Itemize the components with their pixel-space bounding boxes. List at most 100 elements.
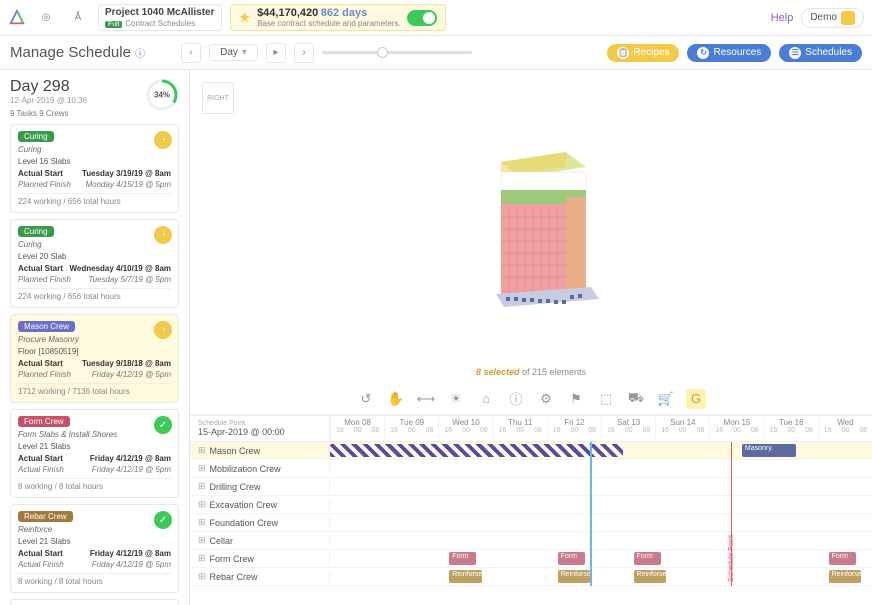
timeline-row[interactable]: ⊞ Form Crew FormFormFormForm [190,550,872,568]
timeline-row[interactable]: ⊞ Mobilization Crew [190,460,872,478]
gantt-bar[interactable]: Reinforse [634,570,667,583]
project-selector[interactable]: Project 1040 McAllister FullContract Sch… [98,4,222,31]
day-datetime: 12-Apr-2019 @ 10:36 [10,96,87,105]
timeline-row[interactable]: ⊞ Cellar [190,532,872,550]
task-card[interactable]: Metal Framing Crew ◔ Metal Framing Level… [10,599,179,605]
gantt-bar[interactable]: Form [449,552,476,565]
day-header: Day 298 12-Apr-2019 @ 10:36 9 Tasks 9 Cr… [10,78,179,118]
timeline-row-label: ⊞ Excavation Crew [190,499,330,510]
gantt-bar[interactable] [330,444,623,457]
task-tag: Mason Crew [18,321,75,332]
building-model[interactable] [461,107,601,347]
timeline-day-header: Fri 12160008 [547,416,601,441]
timeline-row[interactable]: ⊞ Foundation Crew [190,514,872,532]
task-tag: Curing [18,131,54,142]
timeline-day-header: Wed160008 [818,416,872,441]
task-desc: Curing [18,145,171,154]
gear-icon[interactable]: ⚙ [536,389,556,409]
current-marker [590,442,592,586]
expand-icon[interactable]: ⊞ [198,463,206,474]
timeline-row[interactable]: ⊞ Rebar Crew Reinforse Reinforse Reinforse… [190,568,872,586]
task-tag: Rebar Crew [18,511,73,522]
task-card[interactable]: Mason Crew ◔ Procure Masonry Floor [1085… [10,314,179,403]
contract-toggle[interactable] [407,10,437,26]
contract-amount: $44,170,420 [257,7,318,19]
toolbar: Manage Schedule ⓘ ‹ Day▾ ▸ › 📋Recipes ↻R… [0,36,872,70]
expand-icon[interactable]: ⊞ [198,535,206,546]
timeline-day-header: Sun 14160008 [655,416,709,441]
task-hours: 224 working / 656 total hours [18,193,171,206]
prev-button[interactable]: ‹ [181,43,201,63]
recipes-pill[interactable]: 📋Recipes [607,44,679,62]
check-icon: ✓ [154,511,172,529]
star-icon: ★ [239,9,252,26]
expand-icon[interactable]: ⊞ [198,499,206,510]
gantt-bar[interactable]: Reinforse [558,570,591,583]
task-card[interactable]: Curing ◔ Curing Level 20 Slab Actual Sta… [10,219,179,308]
info-icon[interactable]: ⓘ [506,389,526,409]
task-tag: Form Crew [18,416,70,427]
timeline-day-header: Tue 16160008 [764,416,818,441]
day-stats: 9 Tasks 9 Crews [10,109,87,118]
task-desc2: Level 20 Slab [18,252,171,261]
check-icon: ✓ [154,416,172,434]
expand-icon[interactable]: ⊞ [198,553,206,564]
expand-icon[interactable]: ⊞ [198,481,206,492]
timeline-slider[interactable] [322,51,472,54]
schedule-point-marker [731,442,732,586]
sun-icon[interactable]: ☀ [446,389,466,409]
info-icon: ⓘ [135,49,145,60]
expand-icon[interactable]: ⊞ [198,571,206,582]
user-menu[interactable]: Demo [801,8,864,28]
timeline-row-label: ⊞ Foundation Crew [190,517,330,528]
contract-days: 862 days [321,7,367,19]
timeline-row[interactable]: ⊞ Drilling Crew [190,478,872,496]
period-select[interactable]: Day▾ [209,44,258,61]
compass-icon[interactable]: Å [66,6,90,30]
task-card[interactable]: Form Crew ✓ Form Slabs & Install Shores … [10,409,179,498]
gantt-bar[interactable]: Reinforse [449,570,482,583]
task-desc2: Level 21 Slabs [18,442,171,451]
timeline-day-header: Tue 09160008 [384,416,438,441]
resources-pill[interactable]: ↻Resources [687,44,771,62]
task-desc2: Level 16 Slabs [18,157,171,166]
timeline-row-label: ⊞ Cellar [190,535,330,546]
project-sub: Contract Schedules [125,19,195,28]
task-desc: Procure Masonry [18,335,171,344]
timeline-row[interactable]: ⊞ Mason Crew Masonry. [190,442,872,460]
help-link[interactable]: Help [771,12,794,24]
play-button[interactable]: ▸ [266,43,286,63]
timeline-row-label: ⊞ Drilling Crew [190,481,330,492]
tree-icon[interactable]: ⌂ [476,389,496,409]
expand-icon[interactable]: ⊞ [198,445,206,456]
avatar [841,11,855,25]
pan-icon[interactable]: ✋ [386,389,406,409]
orbit-icon[interactable]: ↺ [356,389,376,409]
timeline-day-header: Thu 11160008 [493,416,547,441]
flag-icon[interactable]: ⚑ [566,389,586,409]
timeline-row-label: ⊞ Rebar Crew [190,571,330,582]
task-card[interactable]: Rebar Crew ✓ Reinforce Level 21 Slabs Ac… [10,504,179,593]
cart-icon[interactable]: 🛒 [656,389,676,409]
3d-viewer[interactable]: RIGHT [190,70,872,383]
task-card[interactable]: Curing ◔ Curing Level 16 Slabs Actual St… [10,124,179,213]
expand-icon[interactable]: ⊞ [198,517,206,528]
gantt-bar[interactable]: Form [558,552,585,565]
truck-icon[interactable]: ⛟ [626,389,646,409]
next-button[interactable]: › [294,43,314,63]
location-icon[interactable]: ◎ [34,6,58,30]
gantt-bar[interactable]: Form [829,552,856,565]
view-cube[interactable]: RIGHT [202,82,234,114]
gantt-tag[interactable]: Masonry. [742,444,796,457]
project-badge: Full [105,21,122,28]
g-tool[interactable]: G [686,389,706,409]
measure-icon[interactable]: ⟷ [416,389,436,409]
timeline-row[interactable]: ⊞ Excavation Crew [190,496,872,514]
gantt-bar[interactable]: Form [634,552,661,565]
gantt-bar[interactable]: Reinforse [829,570,862,583]
box-icon[interactable]: ⬚ [596,389,616,409]
schedules-pill[interactable]: ☰Schedules [779,44,862,62]
contract-sub: Base contract schedule and parameters. [257,19,401,28]
page-title: Manage Schedule ⓘ [10,44,145,61]
gantt-timeline: Schedule Point 15-Apr-2019 @ 00:00 Mon 0… [190,415,872,605]
